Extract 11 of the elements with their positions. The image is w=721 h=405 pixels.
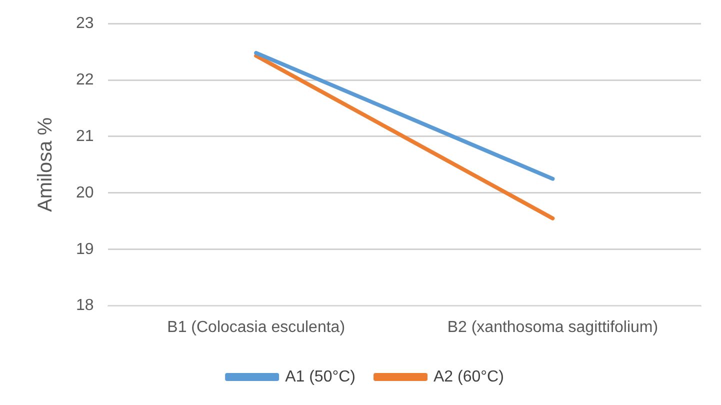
- y-tick-label: 22: [76, 71, 94, 88]
- x-tick-label: B2 (xanthosoma sagittifolium): [447, 318, 658, 336]
- y-axis-title: Amilosa %: [34, 117, 57, 212]
- y-tick-label: 23: [76, 15, 94, 32]
- x-tick-label: B1 (Colocasia esculenta): [167, 318, 346, 336]
- y-tick-label: 19: [76, 240, 94, 258]
- legend-label: A2 (60°C): [434, 368, 504, 386]
- y-tick-label: 18: [76, 297, 94, 314]
- legend-label: A1 (50°C): [285, 368, 356, 386]
- y-tick-label: 21: [76, 128, 94, 145]
- y-tick-label: 20: [76, 184, 94, 202]
